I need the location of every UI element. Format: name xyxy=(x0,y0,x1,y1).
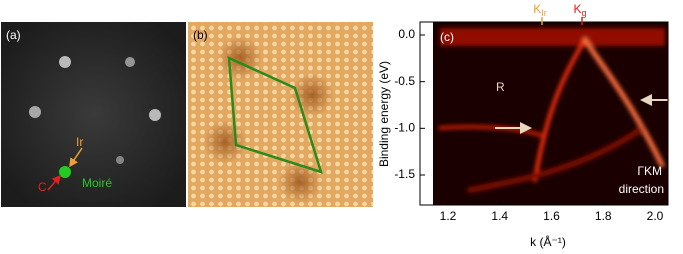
panel-a: (a) Ir C Moiré xyxy=(1,22,186,207)
annotation: ΓKM xyxy=(637,164,662,178)
annotation: R xyxy=(496,80,505,94)
y-tick-label: -0.5 xyxy=(394,74,415,88)
k-point-label: Kg xyxy=(573,2,586,18)
unit-cell xyxy=(227,55,323,174)
annotation: direction xyxy=(619,182,664,196)
annotation: C xyxy=(38,180,47,194)
annotation: Moiré xyxy=(82,176,112,190)
y-tick-label: -1.5 xyxy=(394,167,415,181)
x-tick-label: 1.4 xyxy=(491,209,508,223)
k-point-letter: K xyxy=(573,2,581,16)
y-tick-label: 0.0 xyxy=(398,27,415,41)
y-axis-label: Binding energy (eV) xyxy=(377,61,391,167)
leed-spots xyxy=(29,56,161,178)
x-tick-label: 1.8 xyxy=(595,209,612,223)
annotation: Ir xyxy=(76,135,83,149)
panel-c: (c) R ΓKM direction k (Å⁻¹) Binding ener… xyxy=(377,21,670,249)
x-tick-label: 1.6 xyxy=(543,209,560,223)
panel-label: (c) xyxy=(440,30,454,44)
k-point-letter: K xyxy=(533,2,541,16)
y-tick-label: -1.0 xyxy=(394,121,415,135)
x-axis-label: k (Å⁻¹) xyxy=(530,234,566,249)
panel-label: (b) xyxy=(193,28,208,42)
panel-b: (b) xyxy=(188,22,373,207)
panel-label: (a) xyxy=(6,28,21,42)
arrow xyxy=(47,174,61,191)
k-point-subscript: Ir xyxy=(541,8,547,18)
x-tick-label: 2.0 xyxy=(647,209,664,223)
x-tick-label: 1.2 xyxy=(440,209,457,223)
arrow xyxy=(69,147,83,168)
axes-frame xyxy=(419,21,669,206)
k-point-subscript: g xyxy=(582,8,587,18)
k-point-label: KIr xyxy=(533,2,547,18)
